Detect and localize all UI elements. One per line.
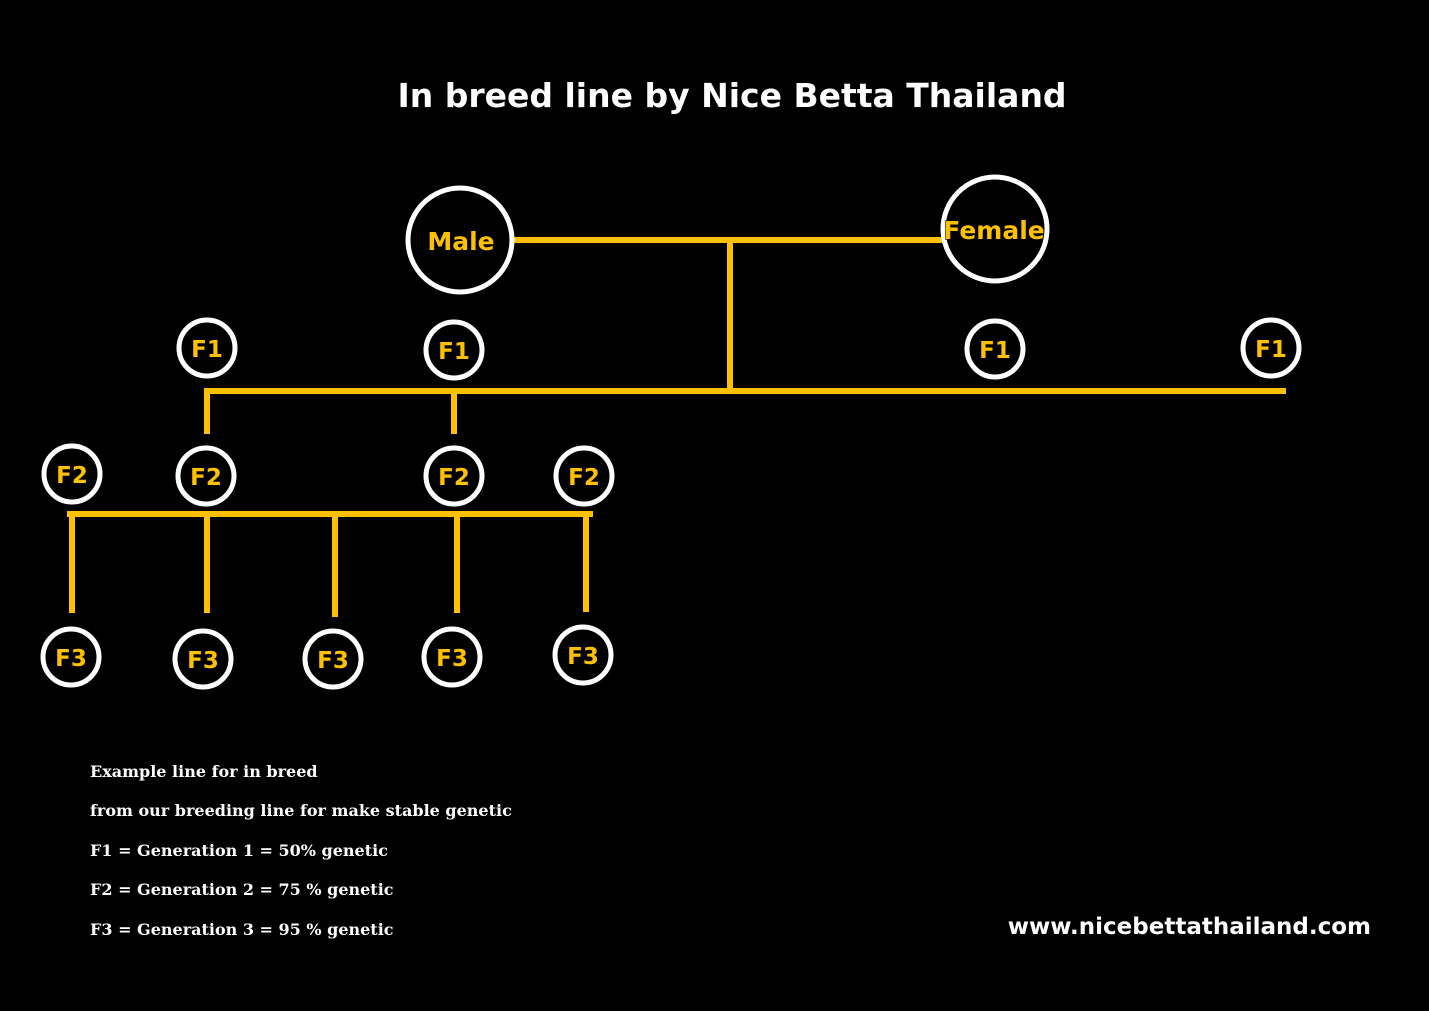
diagram-title: In breed line by Nice Betta Thailand — [397, 76, 1066, 115]
f2-label: F2 — [190, 465, 222, 491]
f3-label: F3 — [55, 646, 87, 672]
f1-node: F1 — [1240, 317, 1302, 379]
f3-node: F3 — [421, 626, 483, 688]
f1-node: F1 — [176, 317, 238, 379]
female-node: Female — [940, 174, 1050, 284]
f2-label: F2 — [438, 465, 470, 491]
website-url: www.nicebettathailand.com — [1008, 914, 1371, 940]
connectors — [67, 237, 1286, 617]
f3-node: F3 — [172, 628, 234, 690]
male-label: Male — [427, 227, 494, 256]
f2-label: F2 — [56, 463, 88, 489]
male-node: Male — [405, 185, 515, 295]
f2-label: F2 — [568, 465, 600, 491]
f1-label: F1 — [191, 337, 223, 363]
f1-node: F1 — [964, 318, 1026, 380]
f1-label: F1 — [979, 338, 1011, 364]
f3-label: F3 — [317, 648, 349, 674]
f3-label: F3 — [567, 644, 599, 670]
note-line: Example line for in breed — [90, 762, 318, 781]
f2-node: F2 — [41, 443, 103, 505]
note-line: from our breeding line for make stable g… — [90, 801, 512, 820]
f2-node: F2 — [553, 445, 615, 507]
f3-label: F3 — [436, 646, 468, 672]
f2-node: F2 — [423, 445, 485, 507]
note-line: F1 = Generation 1 = 50% genetic — [90, 841, 388, 860]
f3-node: F3 — [302, 628, 364, 690]
f1-label: F1 — [1255, 337, 1287, 363]
f1-node: F1 — [423, 319, 485, 381]
f1-label: F1 — [438, 339, 470, 365]
f2-node: F2 — [175, 445, 237, 507]
note-line: F2 = Generation 2 = 75 % genetic — [90, 880, 394, 899]
female-label: Female — [943, 216, 1044, 245]
note-line: F3 = Generation 3 = 95 % genetic — [90, 920, 394, 939]
notes: Example line for in breed from our breed… — [90, 762, 512, 939]
f3-label: F3 — [187, 648, 219, 674]
f3-node: F3 — [40, 626, 102, 688]
f3-node: F3 — [552, 624, 614, 686]
